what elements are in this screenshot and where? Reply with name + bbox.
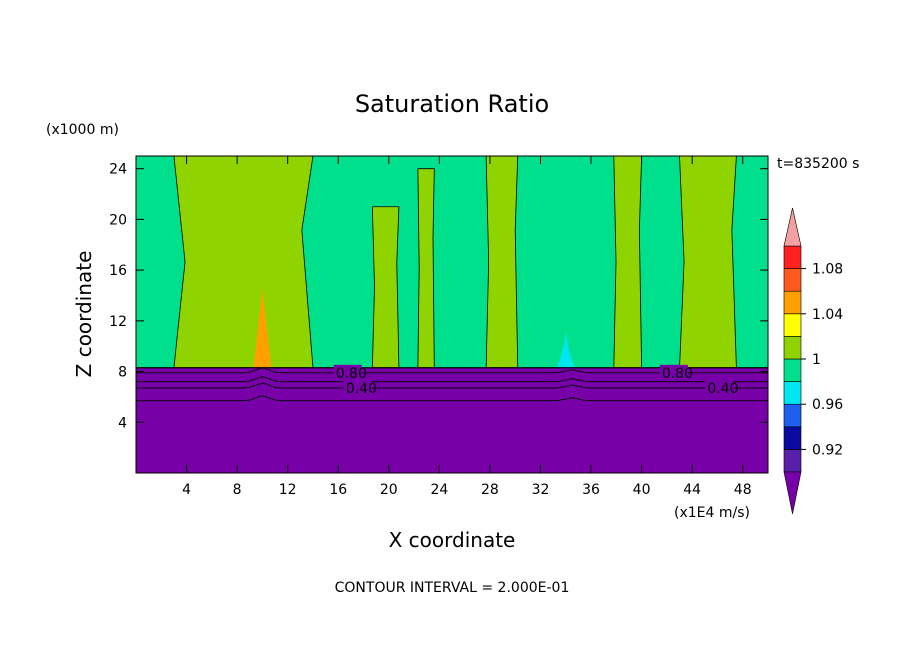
x-tick-label: 32 (532, 482, 550, 498)
x-tick-label: 16 (329, 482, 347, 498)
colorbar-segment (783, 381, 802, 405)
contour-interval-footer: CONTOUR INTERVAL = 2.000E-01 (335, 580, 570, 596)
colorbar-segment (783, 268, 802, 292)
colorbar: 0.92 0.96 1 1.04 1.08 (783, 207, 843, 515)
x-tick-label: 48 (734, 482, 752, 498)
x-tick-label: 12 (279, 482, 297, 498)
y-tick-label: 16 (109, 263, 127, 279)
y-tick-label: 24 (109, 162, 127, 178)
y-tick-label: 8 (118, 365, 127, 381)
supersaturated-column (679, 155, 737, 369)
x-unit-label: (x1E4 m/s) (674, 505, 750, 521)
y-tick-label: 20 (109, 212, 127, 228)
colorbar-segment (783, 336, 802, 360)
colorbar-tick-label: 1.04 (812, 307, 843, 323)
supersaturated-column (173, 155, 314, 369)
colorbar-segment (783, 403, 802, 428)
contour-label: 0.40 (707, 381, 738, 397)
contour-label-gap (333, 364, 362, 379)
colorbar-tick-label: 0.92 (812, 442, 843, 458)
x-tick-label: 24 (430, 482, 448, 498)
x-tick-label: 40 (633, 482, 651, 498)
plot-frame (135, 155, 769, 474)
time-label: t=835200 s (777, 156, 859, 172)
y-tick-label: 12 (109, 314, 127, 330)
y-tick-label: 4 (118, 415, 127, 431)
colorbar-segment (783, 426, 802, 450)
colorbar-under-arrow (783, 471, 802, 515)
contour-label: 0.80 (662, 366, 693, 382)
contour-label: 0.40 (346, 381, 377, 397)
plot-area: 0.80 0.800.40 0.40 (135, 155, 769, 474)
x-tick-label: 4 (182, 482, 191, 498)
colorbar-segment (783, 313, 802, 337)
colorbar-tick-label: 1 (812, 352, 821, 368)
supersaturated-column (485, 155, 519, 369)
colorbar-tick-label: 1.08 (812, 262, 843, 278)
chart-title: Saturation Ratio (355, 90, 549, 118)
contour-label-gap (343, 380, 372, 395)
x-tick-label: 8 (233, 482, 242, 498)
x-axis-label: X coordinate (389, 528, 516, 552)
y-unit-label: (x1000 m) (46, 122, 119, 138)
colorbar-segment (783, 449, 802, 473)
colorbar-segment (783, 245, 802, 269)
x-tick-label: 20 (380, 482, 398, 498)
ratio-peak (253, 287, 272, 368)
supersaturated-column (613, 155, 643, 369)
supersaturated-column (417, 168, 435, 369)
dry-layer-field (136, 367, 768, 473)
contour-label-gap (659, 364, 688, 379)
ratio-peak (556, 330, 575, 368)
contour-label-gap (705, 380, 734, 395)
x-tick-label: 36 (582, 482, 600, 498)
colorbar-tick-label: 0.96 (812, 397, 843, 413)
contour-line (136, 376, 768, 383)
x-tick-label: 28 (481, 482, 499, 498)
supersaturated-column (371, 206, 400, 369)
colorbar-over-arrow (783, 207, 802, 247)
contour-line (136, 382, 768, 389)
colorbar-segment (783, 358, 802, 382)
x-tick-label: 44 (683, 482, 701, 498)
y-axis-label: Z coordinate (72, 251, 96, 378)
contour-label: 0.80 (336, 366, 367, 382)
colorbar-segment (783, 290, 802, 315)
contour-line (136, 395, 768, 402)
